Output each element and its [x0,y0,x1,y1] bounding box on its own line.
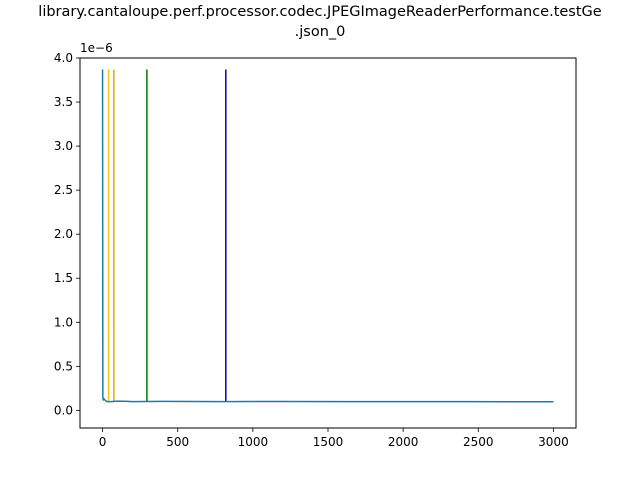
chart-title-line2: .json_0 [295,24,346,40]
x-tick-label: 500 [166,435,189,449]
y-axis: 0.0 0.5 1.0 1.5 2.0 2.5 3.0 3.5 4.0 [54,51,80,417]
x-tick-label: 3000 [538,435,569,449]
y-tick-label: 2.0 [54,227,73,241]
x-axis: 0 500 1000 1500 2000 2500 3000 [99,428,569,449]
series-line [101,69,554,403]
y-tick-label: 0.0 [54,403,73,417]
x-tick-label: 2500 [463,435,494,449]
plot-area [101,69,554,403]
y-tick-label: 3.0 [54,139,73,153]
chart-title-line1: library.cantaloupe.perf.processor.codec.… [38,4,601,20]
y-tick-label: 3.5 [54,95,73,109]
y-tick-label: 1.0 [54,315,73,329]
y-tick-label: 1.5 [54,271,73,285]
y-tick-label: 4.0 [54,51,73,65]
x-tick-label: 2000 [388,435,419,449]
y-tick-label: 2.5 [54,183,73,197]
x-tick-label: 1000 [238,435,269,449]
x-tick-label: 0 [99,435,107,449]
y-tick-label: 0.5 [54,359,73,373]
x-tick-label: 1500 [313,435,344,449]
y-scale-label: 1e−6 [80,41,113,55]
axes-frame [79,57,577,429]
